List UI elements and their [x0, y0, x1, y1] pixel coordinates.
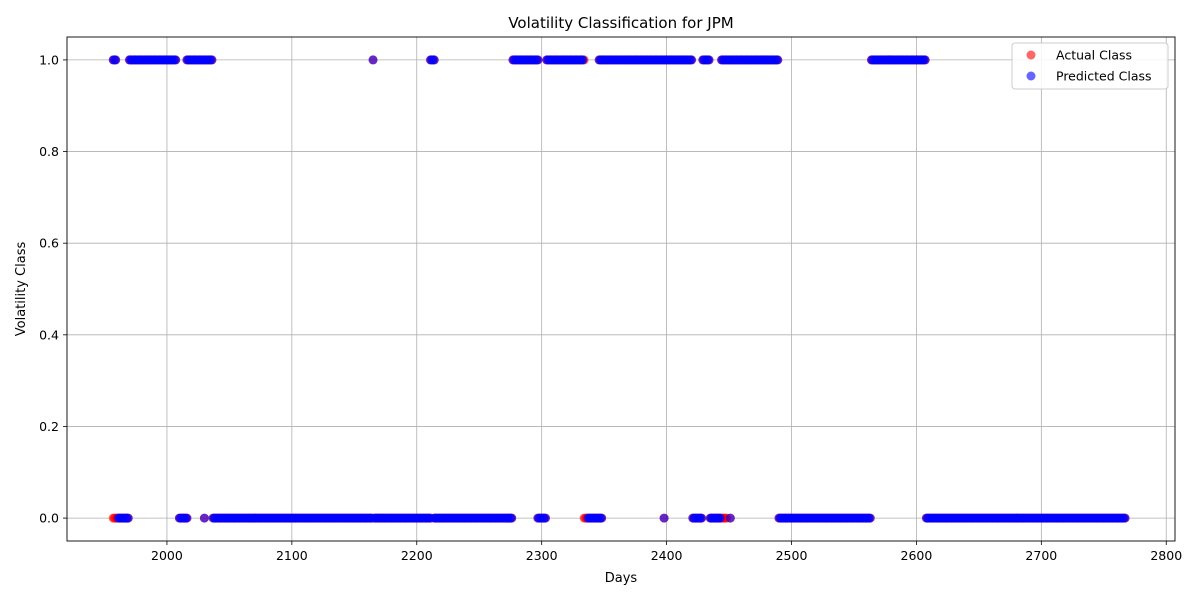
scatter-points: [108, 55, 1130, 523]
y-axis-label: Volatility Class: [14, 242, 29, 337]
y-tick-label: 0.2: [39, 419, 59, 434]
x-tick-label: 2700: [1025, 548, 1057, 563]
predicted-point: [207, 55, 217, 65]
predicted-point: [578, 55, 588, 65]
y-tick-label: 0.4: [39, 327, 59, 342]
predicted-point: [182, 513, 192, 523]
x-tick-label: 2600: [901, 548, 933, 563]
x-tick-label: 2200: [401, 548, 433, 563]
y-tick-label: 0.6: [39, 236, 59, 251]
predicted-point: [773, 55, 783, 65]
axis-ticks: 2000 2100 2200 2300 2400 2500 2600 2700 2800 0.0 0…: [39, 52, 1182, 563]
predicted-point: [597, 513, 607, 523]
predicted-point: [1120, 513, 1130, 523]
legend-marker-predicted: [1026, 71, 1036, 81]
predicted-point: [429, 55, 439, 65]
y-tick-label: 1.0: [39, 52, 59, 67]
predicted-point: [697, 513, 707, 523]
x-tick-label: 2500: [776, 548, 808, 563]
x-tick-label: 2800: [1150, 548, 1182, 563]
predicted-point: [659, 513, 669, 523]
y-tick-label: 0.8: [39, 144, 59, 159]
predicted-point: [725, 513, 735, 523]
predicted-point: [865, 513, 875, 523]
predicted-point: [533, 55, 543, 65]
predicted-point: [540, 513, 550, 523]
predicted-point: [199, 513, 209, 523]
x-tick-label: 2400: [651, 548, 683, 563]
predicted-point: [704, 55, 714, 65]
x-tick-label: 2000: [151, 548, 183, 563]
x-axis-label: Days: [605, 571, 638, 586]
predicted-point: [920, 55, 930, 65]
predicted-point: [123, 513, 133, 523]
legend-box: [1011, 42, 1169, 90]
chart-title: Volatility Classification for JPM: [508, 14, 733, 32]
y-tick-label: 0.0: [39, 511, 59, 526]
predicted-point: [171, 55, 181, 65]
legend: Actual Class Predicted Class: [1011, 42, 1169, 90]
predicted-point: [507, 513, 517, 523]
legend-label-actual: Actual Class: [1056, 48, 1132, 63]
predicted-point: [715, 513, 725, 523]
plot-frame: [66, 36, 1176, 542]
predicted-point: [687, 55, 697, 65]
predicted-point: [111, 55, 121, 65]
predicted-point: [368, 55, 378, 65]
x-tick-label: 2300: [526, 548, 558, 563]
series-predicted: [108, 55, 1130, 523]
legend-marker-actual: [1026, 50, 1036, 60]
legend-label-predicted: Predicted Class: [1056, 69, 1152, 84]
x-tick-label: 2100: [276, 548, 308, 563]
